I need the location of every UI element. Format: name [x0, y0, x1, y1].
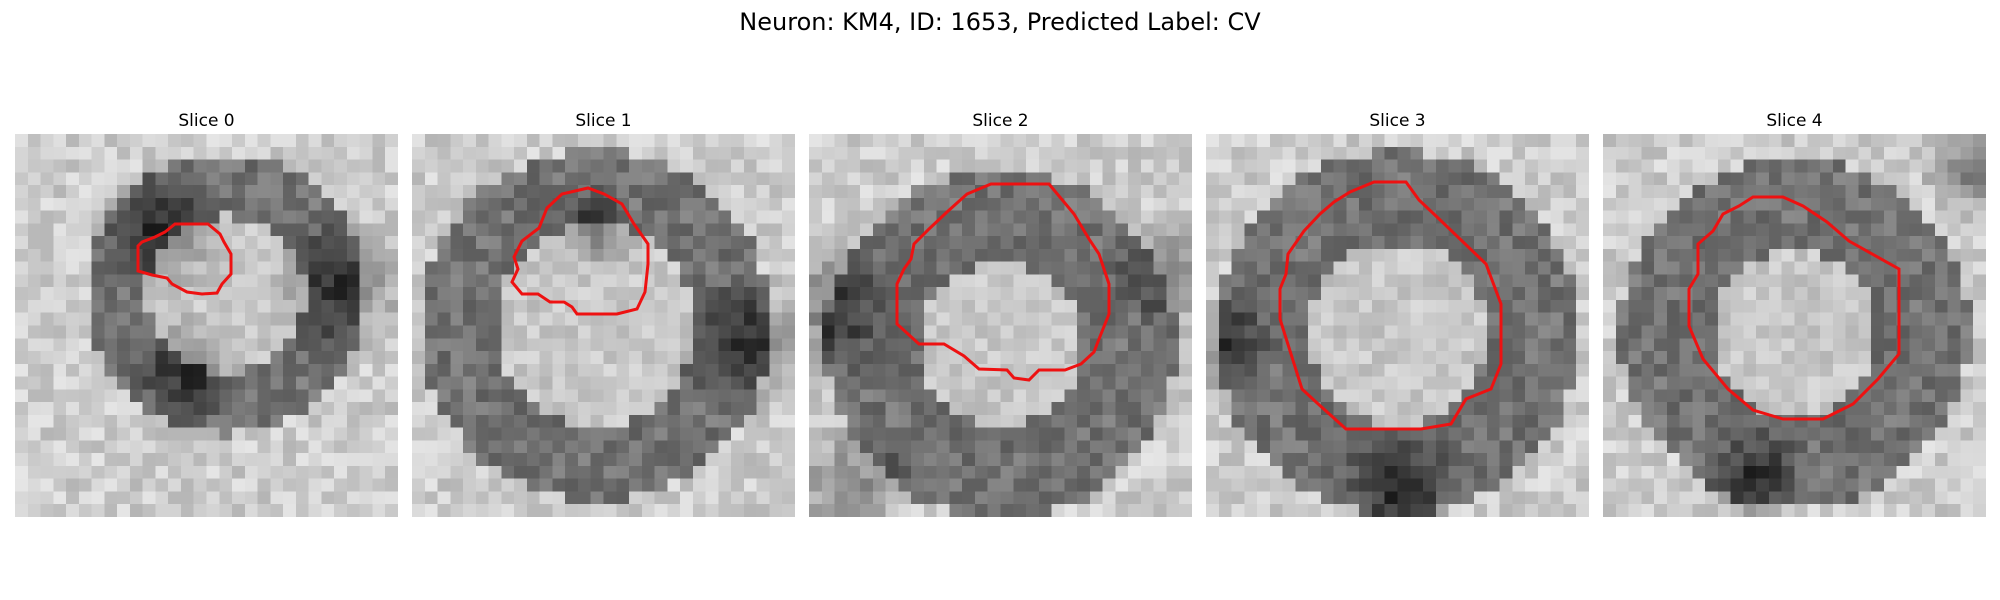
slice-panel-1: Slice 1 [412, 108, 795, 517]
slice-image-3 [1206, 134, 1589, 517]
slice-title-1: Slice 1 [575, 111, 632, 131]
slice-title-3: Slice 3 [1369, 111, 1426, 131]
slice-panel-2: Slice 2 [809, 108, 1192, 517]
slice-image-0 [15, 134, 398, 517]
slice-panel-0: Slice 0 [15, 108, 398, 517]
slice-panel-4: Slice 4 [1603, 108, 1986, 517]
slice-image-2 [809, 134, 1192, 517]
slice-panel-3: Slice 3 [1206, 108, 1589, 517]
slice-image-4 [1603, 134, 1986, 517]
slice-title-0: Slice 0 [178, 111, 235, 131]
slice-title-2: Slice 2 [972, 111, 1029, 131]
figure-title: Neuron: KM4, ID: 1653, Predicted Label: … [739, 8, 1261, 36]
slice-image-1 [412, 134, 795, 517]
slice-title-4: Slice 4 [1766, 111, 1823, 131]
